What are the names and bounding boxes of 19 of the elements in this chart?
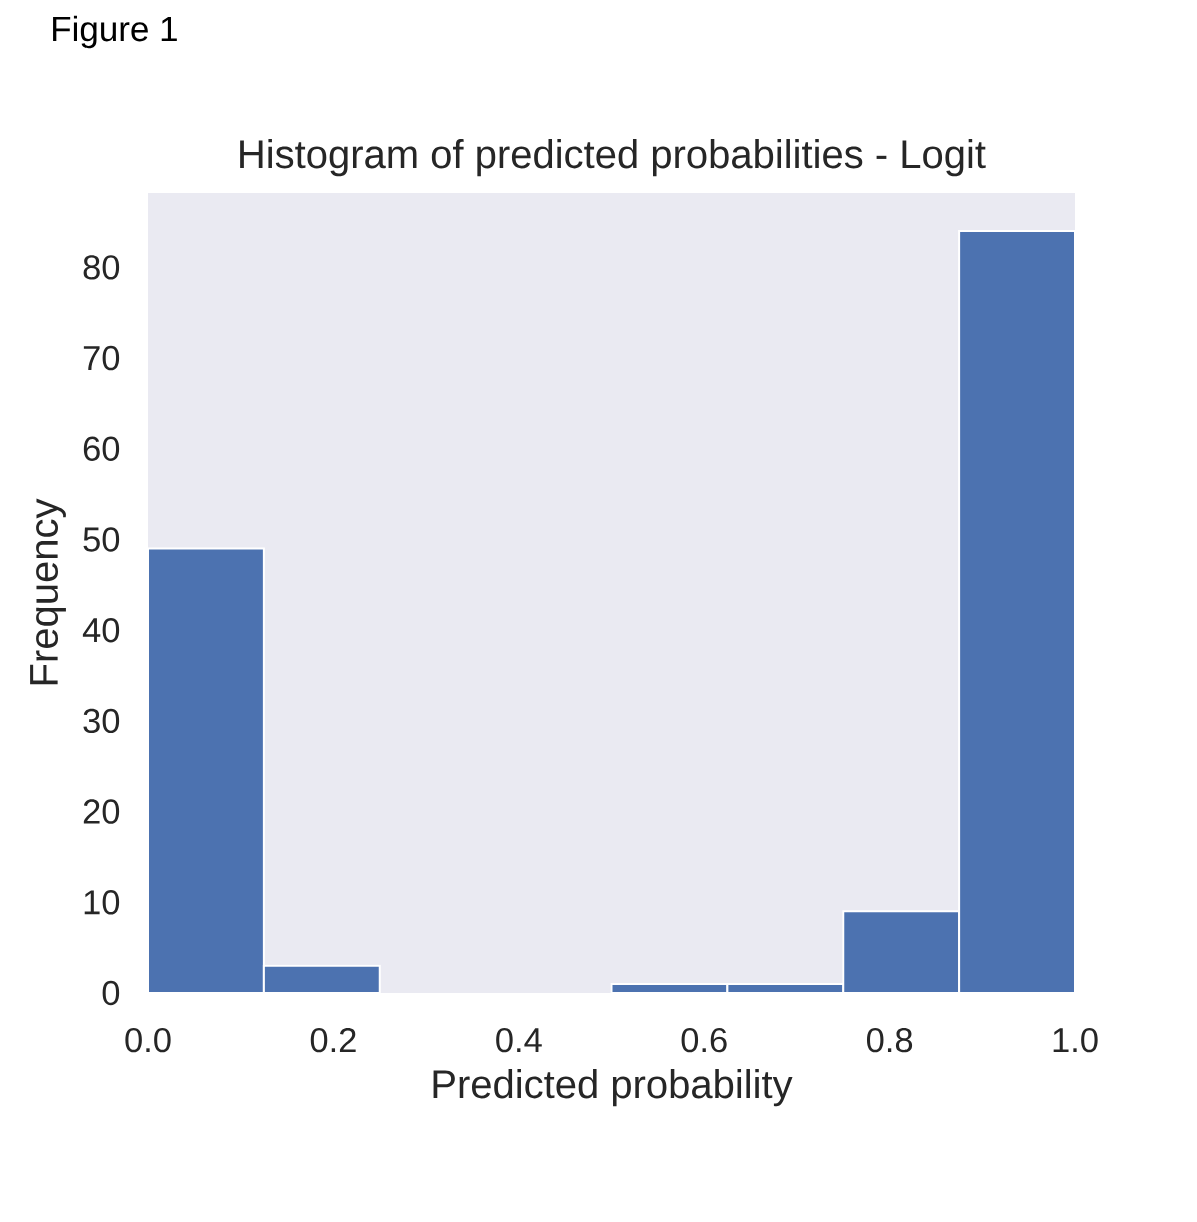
- x-tick-label: 0.8: [866, 1027, 913, 1053]
- y-tick-label: 60: [83, 436, 120, 461]
- y-tick-label: 0: [102, 980, 120, 1006]
- y-tick-label: 50: [83, 527, 120, 552]
- y-axis-title: Frequency: [30, 498, 66, 685]
- y-tick-label: 30: [83, 708, 120, 734]
- x-tick-label: 0.0: [125, 1027, 171, 1053]
- x-tick-label: 0.6: [681, 1027, 727, 1053]
- y-tick-label: 70: [83, 345, 120, 371]
- caption: Figure 1: [53, 15, 177, 49]
- y-tick-label: 40: [82, 617, 120, 643]
- chart-title: Histogram of predicted probabilities - Logit: [240, 139, 986, 177]
- x-axis-title: Predicted probability: [433, 1069, 793, 1107]
- y-tick-label: 10: [84, 890, 120, 915]
- x-tick-label: 0.2: [310, 1027, 356, 1053]
- y-tick-label: 80: [83, 255, 120, 280]
- y-tick-label: 20: [83, 799, 120, 824]
- x-tick-label: 1.0: [1053, 1027, 1098, 1053]
- x-tick-label: 0.4: [496, 1027, 542, 1053]
